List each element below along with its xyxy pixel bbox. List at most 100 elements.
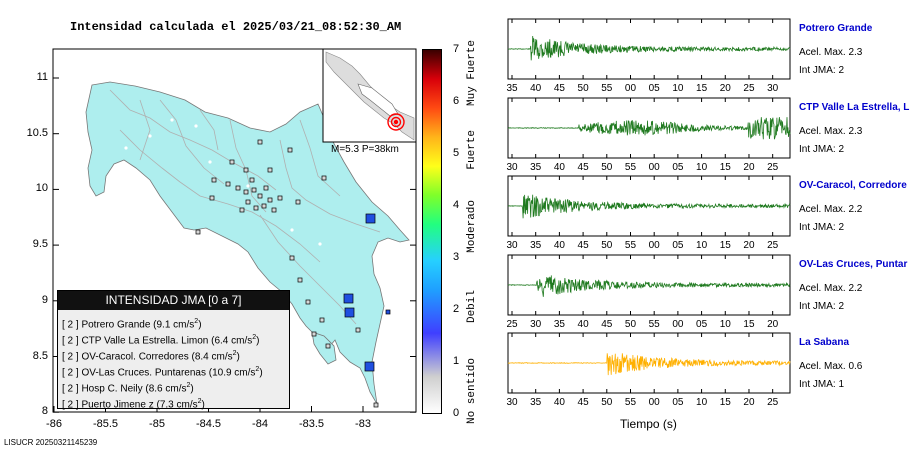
waveform-tick-label: 35 (530, 162, 542, 173)
legend-unit-exp: 2 (232, 350, 237, 357)
waveform-acel: Acel. Max. 2.3 (799, 126, 863, 137)
waveform-tick-label: 40 (530, 83, 542, 94)
waveform-tick-label: 00 (649, 397, 661, 408)
waveform-tick-label: 20 (720, 83, 732, 94)
legend-level: [ 2 ] (62, 399, 82, 411)
legend-unit-exp: 2 (252, 334, 257, 341)
waveform-panel: 30 35 40 45 50 55 00 05 10 15 20 25 (506, 97, 791, 173)
waveform-tick-label: 20 (743, 240, 755, 251)
legend-unit-exp: 2 (186, 382, 191, 389)
colorbar-level-word: No sentido (466, 358, 478, 425)
waveform-tick-label: 55 (649, 319, 661, 330)
waveform-tick-label: 15 (720, 162, 732, 173)
settlement-dots (124, 118, 322, 246)
footer-id: LISUCR 20250321145239 (4, 438, 98, 447)
waveform-station-name: OV-Las Cruces, Puntar (799, 259, 908, 270)
legend-row: [ 2 ] OV-Caracol. Corredores (8.4 cm/s2) (58, 346, 289, 362)
legend-row: [ 2 ] Hosp C. Neily (8.6 cm/s2) (58, 378, 289, 394)
waveform-int: Int JMA: 2 (799, 222, 845, 233)
waveform-tick-label: 50 (601, 397, 613, 408)
inset-costa-rica (357, 83, 399, 117)
legend-row: [ 2 ] Potrero Grande (9.1 cm/s2) (58, 314, 289, 330)
waveform-tick-label: 00 (672, 319, 684, 330)
waveform-tick-label: 40 (554, 162, 566, 173)
waveform-station-name: Potrero Grande (799, 23, 873, 34)
waveform-tick-label: 45 (578, 397, 590, 408)
colorbar-tick: 2 (453, 303, 460, 315)
waveform-tick-label: 05 (696, 319, 708, 330)
colorbar-level-word: Moderado (466, 200, 478, 253)
legend-level: [ 2 ] (62, 383, 82, 395)
map-ytick-label: 9.5 (32, 238, 48, 251)
intensity-legend: INTENSIDAD JMA [0 a 7] [ 2 ] Potrero Gra… (57, 290, 290, 411)
waveform-tick-label: 00 (625, 83, 637, 94)
legend-station: Potrero Grande (9.1 cm/s (81, 319, 195, 331)
waveform-xlabel: Tiempo (s) (620, 417, 677, 431)
waveform-tick-label: 30 (530, 319, 542, 330)
waveform-tick-label: 25 (743, 83, 755, 94)
legend-close: ) (198, 319, 202, 331)
map-xtick-label: -84.5 (195, 418, 222, 430)
waveform-int: Int JMA: 2 (799, 301, 845, 312)
legend-close: ) (236, 351, 240, 363)
colorbar-tick: 5 (453, 147, 460, 159)
legend-title: INTENSIDAD JMA [0 a 7] (58, 291, 289, 310)
waveform-tick-label: 25 (767, 397, 779, 408)
colorbar-level-word: Muy Fuerte (466, 40, 478, 107)
map-xtick-label: -83 (355, 418, 371, 430)
legend-level: [ 2 ] (62, 335, 82, 347)
legend-level: [ 2 ] (62, 367, 82, 379)
waveform-panel: 35 40 45 50 55 00 05 10 15 20 25 30 (506, 18, 791, 94)
waveform-tick-label: 10 (696, 162, 708, 173)
waveform-panel: 30 35 40 45 50 55 00 05 10 15 20 25 (506, 332, 791, 408)
waveform-tick-label: 50 (601, 240, 613, 251)
map-xtick-label: -85 (149, 418, 165, 430)
waveform-tick-label: 00 (649, 240, 661, 251)
waveform-tick-label: 35 (530, 397, 542, 408)
waveform-acel: Acel. Max. 2.2 (799, 283, 863, 294)
legend-station: Hosp C. Neily (8.6 cm/s (81, 383, 187, 395)
osa-peninsula (311, 331, 337, 365)
intensity-colorbar (422, 49, 442, 414)
waveform-tick-label: 25 (506, 319, 518, 330)
waveform-trace (507, 275, 791, 297)
map-ytick-label: 10 (35, 182, 48, 195)
waveform-tick-label: 10 (696, 397, 708, 408)
legend-station: Puerto Jimene z (7.3 cm/s (81, 399, 198, 411)
waveform-acel: Acel. Max. 2.3 (799, 47, 863, 58)
epicenter-icon (387, 113, 405, 131)
waveform-int: Int JMA: 2 (799, 144, 845, 155)
waveform-panel: 25 30 35 40 45 50 55 00 05 10 15 20 (506, 254, 791, 330)
waveform-tick-label: 05 (672, 162, 684, 173)
waveform-trace (507, 35, 791, 61)
waveform-station-name: CTP Valle La Estrella, L (799, 102, 910, 113)
waveform-tick-label: 40 (554, 240, 566, 251)
map-xtick-label: -85.5 (92, 418, 119, 430)
waveform-tick-label: 10 (696, 240, 708, 251)
waveform-tick-label: 20 (743, 162, 755, 173)
waveform-tick-label: 25 (767, 240, 779, 251)
map-xtick-label: -84 (252, 418, 268, 430)
waveform-tick-label: 45 (578, 240, 590, 251)
legend-unit-exp: 2 (255, 366, 260, 373)
legend-level: [ 2 ] (62, 351, 82, 363)
waveform-tick-label: 50 (578, 83, 590, 94)
inset-magnitude: M=5.3 P=38km (331, 144, 399, 155)
map-ytick-label: 8.5 (32, 349, 48, 362)
colorbar-tick: 0 (453, 407, 460, 419)
legend-close: ) (256, 335, 260, 347)
waveform-tick-label: 10 (672, 83, 684, 94)
waveform-tick-label: 35 (530, 240, 542, 251)
waveform-tick-label: 30 (506, 162, 518, 173)
colorbar-level-word: Fuerte (466, 130, 478, 170)
colorbar-tick: 1 (453, 355, 460, 367)
waveform-tick-label: 30 (767, 83, 779, 94)
waveform-tick-label: 05 (649, 83, 661, 94)
colorbar-tick: 3 (453, 251, 460, 263)
waveform-tick-label: 35 (506, 83, 518, 94)
colorbar-level-word: Debil (466, 290, 478, 324)
waveform-station-name: La Sabana (799, 337, 850, 348)
legend-station: CTP Valle La Estrella. Limon (6.4 cm/s (81, 335, 253, 347)
waveform-tick-label: 55 (601, 83, 613, 94)
waveform-trace (507, 194, 791, 219)
